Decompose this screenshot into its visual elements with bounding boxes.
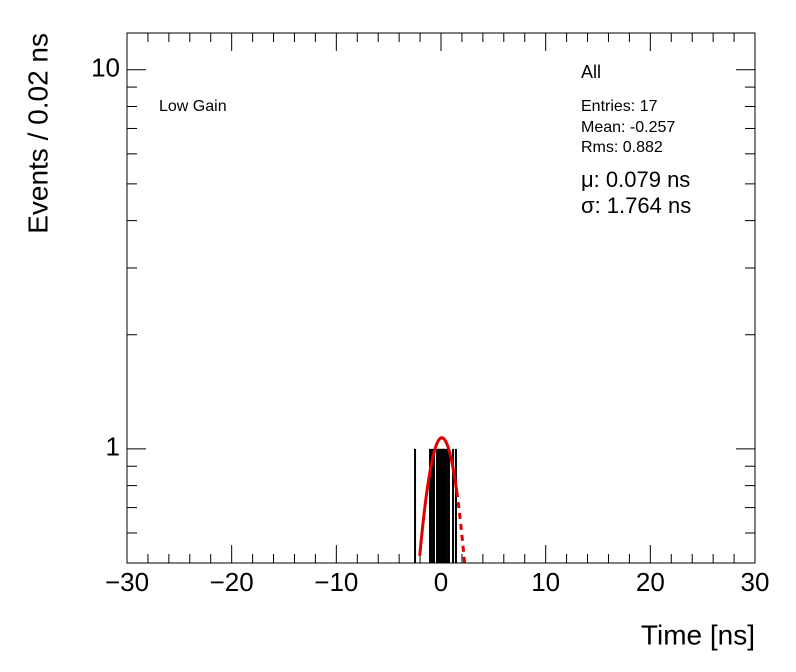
bar xyxy=(436,448,439,563)
bar xyxy=(441,448,444,563)
annotation: Low Gain xyxy=(159,98,227,115)
stats-entries: Entries: 17 xyxy=(581,98,658,115)
bar xyxy=(432,448,435,563)
bar xyxy=(438,448,441,563)
x-tick-label: 10 xyxy=(531,567,560,597)
bar xyxy=(445,448,448,563)
x-tick-label: −20 xyxy=(210,567,254,597)
fit-curve xyxy=(418,436,459,556)
x-tick-label: 30 xyxy=(741,567,770,597)
y-axis-title: Events / 0.02 ns xyxy=(22,33,53,234)
x-axis-title: Time [ns] xyxy=(641,619,755,650)
bar xyxy=(414,448,417,563)
x-tick-label: 0 xyxy=(434,567,448,597)
bar xyxy=(452,448,455,563)
bar xyxy=(447,448,450,563)
x-tick-label: 20 xyxy=(636,567,665,597)
fit-curve-extrapolation xyxy=(455,490,467,563)
x-tick-label: −30 xyxy=(105,567,149,597)
bar xyxy=(429,448,432,563)
stats-mean: Mean: -0.257 xyxy=(581,119,675,136)
bar xyxy=(443,448,446,563)
bar xyxy=(454,448,457,563)
stats-title: All xyxy=(581,62,601,82)
y-tick-label: 1 xyxy=(106,432,120,462)
y-tick-label: 10 xyxy=(91,53,120,83)
x-tick-label: −10 xyxy=(314,567,358,597)
fit-sigma: σ: 1.764 ns xyxy=(581,193,691,218)
fit-mu: μ: 0.079 ns xyxy=(581,167,690,192)
bar xyxy=(430,448,433,563)
bar xyxy=(440,448,442,563)
stats-rms: Rms: 0.882 xyxy=(581,139,663,156)
